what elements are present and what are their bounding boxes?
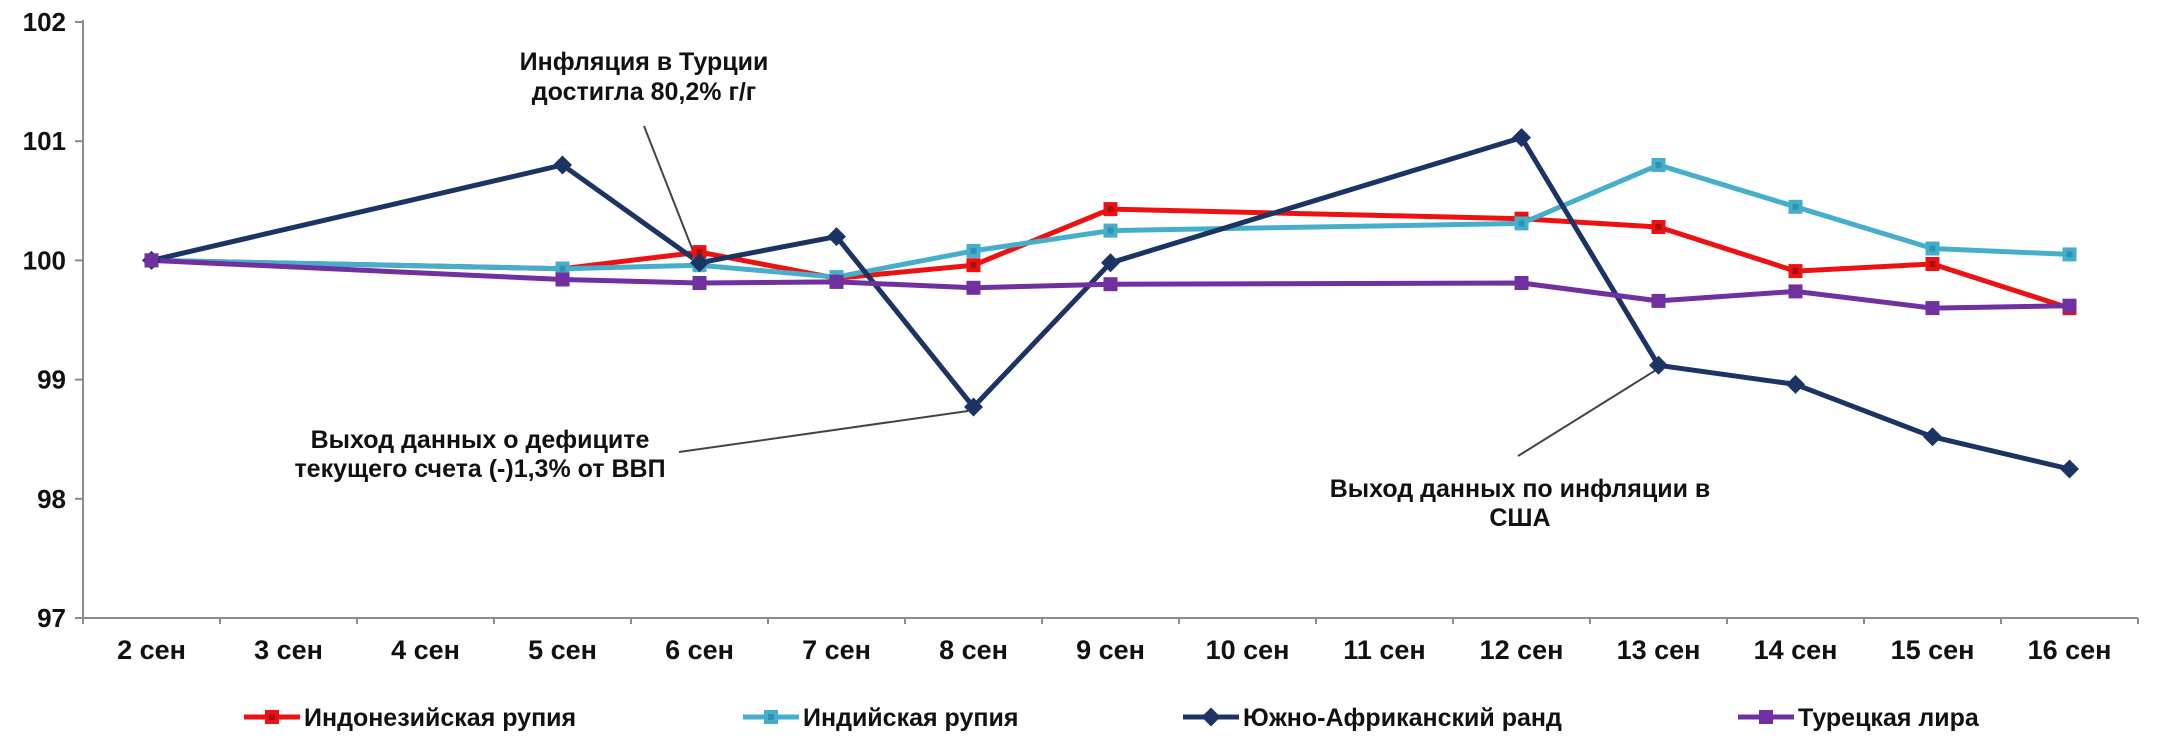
svg-text:12 сен: 12 сен (1480, 635, 1564, 665)
svg-text:99: 99 (37, 365, 66, 395)
svg-text:102: 102 (23, 7, 66, 37)
svg-text:3 сен: 3 сен (254, 635, 323, 665)
svg-text:98: 98 (37, 484, 66, 514)
svg-text:текущего счета (-)1,3% от ВВП: текущего счета (-)1,3% от ВВП (294, 455, 665, 483)
svg-text:2 сен: 2 сен (117, 635, 186, 665)
svg-text:14 сен: 14 сен (1754, 635, 1838, 665)
svg-text:Выход данных о дефиците: Выход данных о дефиците (311, 426, 650, 454)
svg-text:7 сен: 7 сен (802, 635, 871, 665)
svg-text:13 сен: 13 сен (1617, 635, 1701, 665)
svg-text:11 сен: 11 сен (1343, 635, 1425, 665)
svg-text:15 сен: 15 сен (1891, 635, 1975, 665)
svg-text:97: 97 (37, 603, 66, 633)
svg-text:Индийская рупия: Индийская рупия (803, 704, 1018, 732)
svg-text:6 сен: 6 сен (665, 635, 734, 665)
svg-text:8 сен: 8 сен (939, 635, 1008, 665)
svg-text:101: 101 (23, 126, 66, 156)
svg-text:Индонезийская рупия: Индонезийская рупия (304, 704, 576, 732)
svg-text:Южно-Африканский ранд: Южно-Африканский ранд (1243, 704, 1562, 732)
svg-text:5 сен: 5 сен (528, 635, 597, 665)
svg-text:9 сен: 9 сен (1076, 635, 1145, 665)
svg-text:Инфляция в Турции: Инфляция в Турции (520, 48, 769, 76)
svg-text:США: США (1489, 504, 1550, 532)
svg-text:10 сен: 10 сен (1206, 635, 1290, 665)
svg-text:достигла 80,2% г/г: достигла 80,2% г/г (532, 78, 756, 106)
svg-text:4 сен: 4 сен (391, 635, 460, 665)
svg-text:16 сен: 16 сен (2028, 635, 2112, 665)
svg-text:100: 100 (23, 245, 66, 275)
svg-text:Выход данных по инфляции в: Выход данных по инфляции в (1330, 475, 1711, 503)
svg-text:Турецкая лира: Турецкая лира (1798, 704, 1980, 732)
